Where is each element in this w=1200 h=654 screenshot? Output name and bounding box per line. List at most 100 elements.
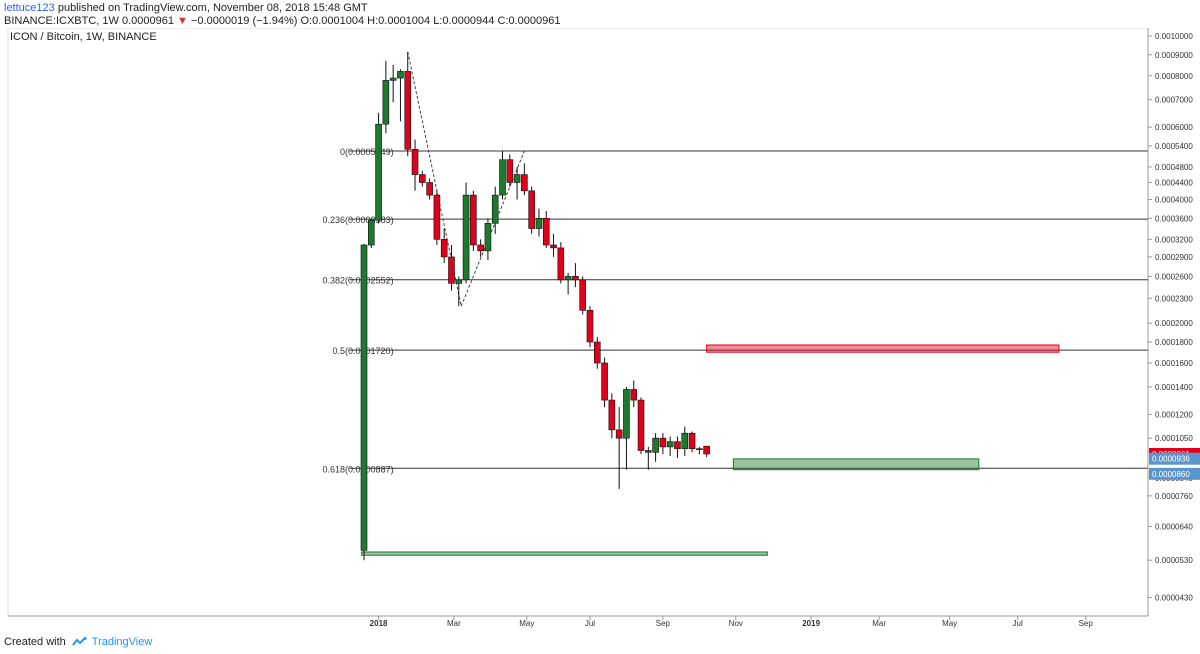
candle-down [557,247,565,281]
candle-down [586,309,594,343]
candle-down [630,389,638,401]
candle-down [601,362,608,401]
tradingview-brand[interactable]: TradingView [71,636,152,648]
candle-down [703,445,710,455]
low-value: 0.0000944 [442,15,495,27]
time-tick-label: 2018 [370,619,388,628]
price-tag [1149,467,1200,480]
price-tick-label: 0.0004000 [1155,196,1193,205]
candle-down [572,276,579,281]
candle-up [382,80,390,125]
price-tick-label: 0.0001400 [1155,383,1193,392]
candle-up [564,276,572,281]
price-tick-label: 0.0004400 [1155,179,1193,188]
zones-layer[interactable] [361,344,1060,556]
candle-up [367,220,375,246]
high-label: H: [367,15,379,27]
time-tick-label: 2019 [802,619,820,628]
price-tick-label: 0.0009000 [1155,51,1193,60]
candle-up [455,279,463,284]
price-tick-label: 0.0001200 [1155,410,1193,419]
candle-up [623,389,630,439]
candle-down [440,239,448,258]
close-label: C: [497,15,509,27]
candle-down [433,194,441,240]
price-tick-label: 0.0004800 [1155,163,1193,172]
candle-up [462,194,470,281]
candle-down [411,148,419,175]
price-tick-label: 0.0003600 [1155,214,1193,223]
price-tick-label: 0.0002600 [1155,272,1193,281]
candle-down [419,174,426,183]
candle-up [375,123,382,221]
symbol-label: BINANCE:ICXBTC, 1W [4,15,119,27]
price-axis[interactable]: 0.0010000 0.0009000 0.0008000 0.0007000 0.00… [1147,28,1200,616]
price-tag [1149,452,1200,465]
time-tick-label: May [519,619,534,628]
time-tick-label: May [942,619,957,628]
candle-down [593,341,601,364]
time-tick-label: Mar [872,619,886,628]
candle-down [659,437,667,448]
candle-down [448,256,455,284]
candle-down [696,448,703,450]
candle-up [513,174,521,183]
candle-down [426,182,433,196]
chart-frame[interactable]: ICON / Bitcoin, 1W, BINANCE 0(0.0005249)… [0,27,1200,628]
down-arrow-icon: ▼ [177,15,188,27]
red-zone[interactable] [706,344,1060,353]
time-tick-label: Jul [585,619,595,628]
candle-up [397,71,404,79]
candle-up [652,437,659,453]
time-tick-label: Jul [1013,619,1023,628]
candle-down [645,450,652,453]
price-tick-label: 0.0000530 [1155,556,1193,565]
fib-level-label: 0.236(0.0003583) [323,215,394,225]
price-tick-label: 0.0007000 [1155,96,1193,105]
candles-layer [360,51,710,561]
candle-down [506,159,514,183]
time-tick-label: Sep [656,619,671,628]
price-tick-label: 0.0001050 [1155,434,1193,443]
price-tick-label: 0.0006000 [1155,123,1193,132]
open-value: 0.0001004 [312,15,365,27]
candle-down [542,218,550,246]
green-zone[interactable] [732,458,980,471]
price-tag-label: 0.0000936 [1152,455,1190,464]
author-link[interactable]: lettuce123 [4,2,55,14]
price-tick-label: 0.0005400 [1155,142,1193,151]
chart-title: ICON / Bitcoin, 1W, BINANCE [10,31,157,43]
candle-down [688,432,696,449]
tradingview-logo-icon [71,637,87,646]
price-tick-label: 0.0002900 [1155,253,1193,262]
candle-down [550,244,557,249]
trend-line[interactable] [460,150,525,307]
candle-down [608,399,616,431]
price-tick-label: 0.0008000 [1155,72,1193,81]
candle-down [637,399,645,451]
fib-level-label: 0.618(0.0000887) [323,464,394,474]
price-tag-label: 0.0000860 [1152,470,1190,479]
candle-up [499,159,506,196]
candlestick-chart[interactable]: ICON / Bitcoin, 1W, BINANCE 0(0.0005249)… [0,27,1200,628]
close-value: 0.0000961 [508,15,561,27]
candle-down [579,279,587,311]
price-tick-label: 0.0001800 [1155,338,1193,347]
high-value: 0.0001004 [378,15,431,27]
plot-border [7,27,1149,617]
last-price: 0.0000961 [121,15,174,27]
price-tick-label: 0.0000640 [1155,523,1193,532]
open-label: O: [300,15,313,27]
price-tick-label: 0.0010000 [1155,32,1193,41]
candle-down [615,429,623,439]
price-tick-label: 0.0002300 [1155,294,1193,303]
time-axis[interactable]: 2018 Mar May Jul Sep Nov 2019 Mar May Jul Sep [8,615,1148,628]
time-tick-label: Mar [447,619,461,628]
green-base-zone[interactable] [361,551,768,556]
candle-down [477,244,484,252]
candle-down [528,190,535,229]
price-tick-label: 0.0001600 [1155,359,1193,368]
candle-up [491,194,499,224]
candle-up [666,441,674,448]
fib-level-label: 0.382(0.0002552) [323,276,394,286]
